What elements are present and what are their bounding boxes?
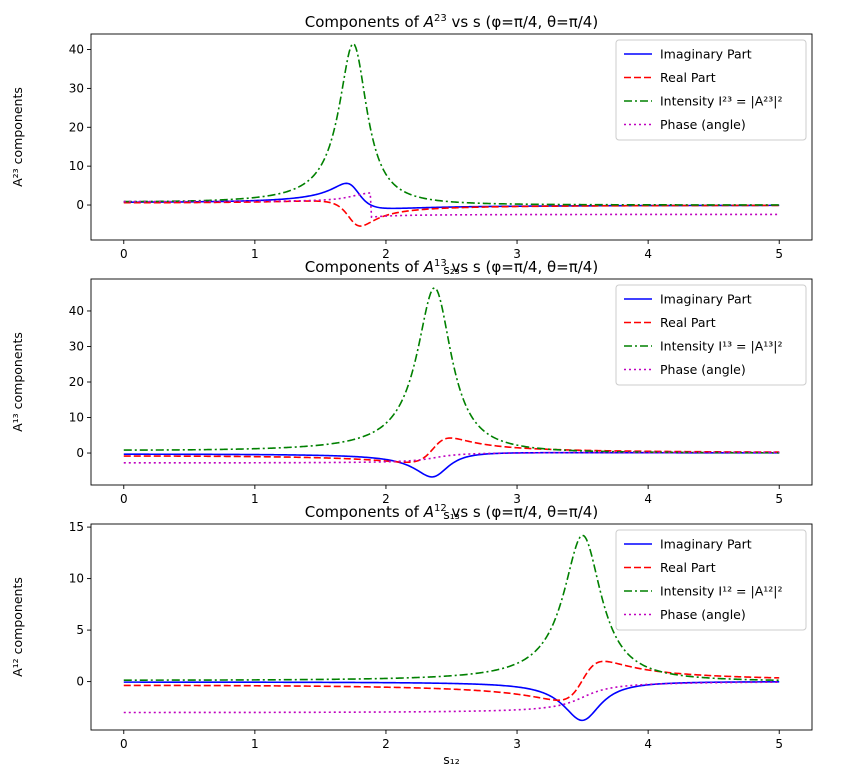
x-tick-label: 5 — [775, 492, 783, 506]
x-tick-label: 2 — [382, 247, 390, 261]
title-symbol: A — [423, 13, 434, 31]
legend-label: Phase (angle) — [660, 117, 746, 132]
y-tick-label: 40 — [69, 43, 84, 57]
axes-frame — [90, 33, 813, 241]
legend-label: Phase (angle) — [660, 362, 746, 377]
y-tick-label: 10 — [69, 159, 84, 173]
x-tick-label: 4 — [644, 737, 652, 751]
y-tick-label: 40 — [69, 304, 84, 318]
x-tick-label: 4 — [644, 247, 652, 261]
legend-label: Real Part — [660, 560, 716, 575]
x-tick-label: 0 — [120, 492, 128, 506]
title-superscript: 13 — [434, 258, 447, 269]
y-tick-label: 0 — [76, 675, 84, 689]
legend: Imaginary Part Real Part Intensity I²³ = |… — [615, 39, 807, 141]
y-tick-label: 5 — [76, 623, 84, 637]
x-tick-label: 5 — [775, 737, 783, 751]
series-line-phase-angle — [123, 191, 780, 219]
series-line-real-part — [123, 437, 780, 464]
y-tick-label: 15 — [69, 520, 84, 534]
y-tick-label: 0 — [76, 198, 84, 212]
y-axis-label: A¹² components — [10, 577, 25, 677]
legend-label: Real Part — [660, 315, 716, 330]
x-tick-label: 2 — [382, 737, 390, 751]
title-symbol: A — [423, 503, 434, 521]
legend-label: Imaginary Part — [660, 537, 752, 552]
y-tick-label: 30 — [69, 339, 84, 353]
y-tick-label: 30 — [69, 81, 84, 95]
title-symbol: A — [423, 258, 434, 276]
plot-title: Components of A23 vs s (φ=π/4, θ=π/4) — [305, 13, 598, 31]
x-tick-label: 3 — [513, 737, 521, 751]
series-line-real-part — [123, 660, 780, 701]
title-prefix: Components of — [305, 503, 424, 521]
series-line-intensity — [123, 534, 780, 682]
series-line-intensity — [123, 42, 780, 206]
x-tick-label: 0 — [120, 247, 128, 261]
x-tick-label: 1 — [251, 492, 259, 506]
legend-box — [615, 529, 807, 631]
legend-label: Intensity I²³ = |A²³|² — [660, 94, 783, 109]
series-group — [123, 42, 780, 227]
legend-label: Imaginary Part — [660, 47, 752, 62]
legend: Imaginary Part Real Part Intensity I¹² = |… — [615, 529, 807, 631]
axes-frame — [90, 523, 813, 731]
legend-label: Intensity I¹² = |A¹²|² — [660, 584, 783, 599]
y-tick-label: 0 — [76, 446, 84, 460]
title-suffix: vs s (φ=π/4, θ=π/4) — [447, 258, 599, 276]
legend-label: Real Part — [660, 70, 716, 85]
plot-title: Components of A12 vs s (φ=π/4, θ=π/4) — [305, 503, 598, 521]
title-prefix: Components of — [305, 13, 424, 31]
x-tick-label: 1 — [251, 247, 259, 261]
series-line-imaginary-part — [123, 451, 780, 478]
x-axis-label: s₁₃ — [443, 507, 460, 522]
y-tick-label: 20 — [69, 120, 84, 134]
legend-box — [615, 284, 807, 386]
x-tick-label: 1 — [251, 737, 259, 751]
legend-label: Intensity I¹³ = |A¹³|² — [660, 339, 783, 354]
x-tick-label: 3 — [513, 247, 521, 261]
x-tick-label: 4 — [644, 492, 652, 506]
x-tick-label: 3 — [513, 492, 521, 506]
title-prefix: Components of — [305, 258, 424, 276]
plot-title: Components of A13 vs s (φ=π/4, θ=π/4) — [305, 258, 598, 276]
x-tick-label: 2 — [382, 492, 390, 506]
series-line-imaginary-part — [123, 680, 780, 722]
y-tick-label: 10 — [69, 572, 84, 586]
series-line-phase-angle — [123, 451, 780, 464]
x-tick-label: 0 — [120, 737, 128, 751]
legend-label: Phase (angle) — [660, 607, 746, 622]
legend-box — [615, 39, 807, 141]
legend-label: Imaginary Part — [660, 292, 752, 307]
series-line-phase-angle — [123, 681, 780, 714]
x-axis-label: s₁₂ — [443, 752, 460, 767]
title-superscript: 23 — [434, 13, 447, 24]
y-tick-label: 10 — [69, 411, 84, 425]
series-group — [123, 286, 780, 478]
title-suffix: vs s (φ=π/4, θ=π/4) — [447, 503, 599, 521]
title-suffix: vs s (φ=π/4, θ=π/4) — [447, 13, 599, 31]
y-axis-label: A¹³ components — [10, 332, 25, 432]
y-axis-label: A²³ components — [10, 87, 25, 187]
series-group — [123, 534, 780, 722]
x-tick-label: 5 — [775, 247, 783, 261]
title-superscript: 12 — [434, 503, 447, 514]
y-tick-label: 20 — [69, 375, 84, 389]
legend: Imaginary Part Real Part Intensity I¹³ = |… — [615, 284, 807, 386]
x-axis-label: s₂₃ — [443, 262, 460, 277]
